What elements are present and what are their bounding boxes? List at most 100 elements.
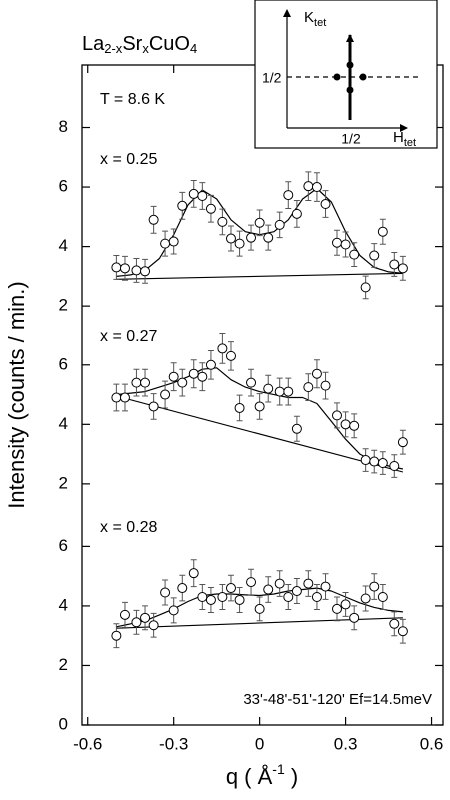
x-tick-label: -0.3 <box>159 734 188 753</box>
data-point <box>205 203 216 214</box>
data-point <box>389 618 400 629</box>
data-point <box>291 208 302 219</box>
data-point <box>397 437 408 448</box>
data-point <box>340 239 351 250</box>
x-axis-label: q ( Å-1 ) <box>226 761 298 789</box>
data-point <box>225 583 236 594</box>
data-point <box>331 237 342 248</box>
y-tick-label: 8 <box>59 117 68 136</box>
data-point <box>397 626 408 637</box>
inset-dot <box>333 73 341 81</box>
data-point <box>397 263 408 274</box>
data-point <box>311 591 322 602</box>
data-point <box>234 594 245 605</box>
data-point <box>168 605 179 616</box>
y-tick-label: 4 <box>59 236 68 255</box>
data-point <box>140 612 151 623</box>
inset-dot <box>346 61 354 69</box>
inset-frame <box>254 0 438 149</box>
data-point <box>217 343 228 354</box>
panel-label: x = 0.28 <box>100 519 157 536</box>
y-tick-label: 4 <box>59 595 68 614</box>
inset-dot <box>346 86 354 94</box>
data-point <box>303 382 314 393</box>
data-point <box>263 584 274 595</box>
inset-h-label: Htet <box>393 129 416 149</box>
data-point <box>177 377 188 388</box>
data-point <box>205 594 216 605</box>
data-point <box>283 386 294 397</box>
panel-label: x = 0.27 <box>100 328 157 345</box>
data-point <box>349 420 360 431</box>
data-point <box>274 386 285 397</box>
data-point <box>377 458 388 469</box>
data-point <box>360 282 371 293</box>
data-point <box>349 612 360 623</box>
data-point <box>291 586 302 597</box>
inset-k-label: Ktet <box>304 9 326 29</box>
data-point <box>283 190 294 201</box>
data-point <box>234 402 245 413</box>
data-point <box>246 577 257 588</box>
data-point <box>263 232 274 243</box>
data-point <box>140 377 151 388</box>
data-point <box>131 265 142 276</box>
data-point <box>197 591 208 602</box>
data-point <box>160 389 171 400</box>
data-point <box>340 419 351 430</box>
data-point <box>320 199 331 210</box>
data-point <box>111 630 122 641</box>
data-point <box>197 190 208 201</box>
data-point <box>331 603 342 614</box>
data-point <box>303 578 314 589</box>
data-point <box>320 581 331 592</box>
x-tick-label: 0.3 <box>334 734 358 753</box>
data-point <box>274 219 285 230</box>
data-point <box>291 423 302 434</box>
chart-title: La2-xSrxCuO4 <box>82 33 197 56</box>
y-tick-label: 2 <box>59 655 68 674</box>
temperature-annotation: T = 8.6 K <box>100 91 165 108</box>
data-point <box>168 371 179 382</box>
data-point <box>119 263 130 274</box>
data-point <box>225 350 236 361</box>
data-point <box>111 262 122 273</box>
inset-k-tick: 1/2 <box>262 70 282 86</box>
data-point <box>369 456 380 467</box>
data-point <box>246 377 257 388</box>
data-point <box>369 250 380 261</box>
data-point <box>205 359 216 370</box>
baseline <box>116 272 403 280</box>
data-point <box>188 188 199 199</box>
data-point <box>160 587 171 598</box>
inset: Ktet Htet 1/2 1/2 <box>254 0 438 149</box>
data-point <box>311 368 322 379</box>
data-point <box>188 568 199 579</box>
y-tick-label: 0 <box>59 714 68 733</box>
y-tick-label: 6 <box>59 536 68 555</box>
data-point <box>303 181 314 192</box>
data-point <box>234 238 245 249</box>
data-point <box>389 259 400 270</box>
fit-curve <box>116 367 404 470</box>
data-point <box>148 214 159 225</box>
y-tick-label: 6 <box>59 177 68 196</box>
data-point <box>377 591 388 602</box>
data-point <box>148 620 159 631</box>
data-point <box>254 603 265 614</box>
data-point <box>254 217 265 228</box>
data-point <box>140 266 151 277</box>
data-point <box>197 371 208 382</box>
panel-label: x = 0.25 <box>100 151 157 168</box>
y-tick-label: 6 <box>59 354 68 373</box>
fit-curve <box>116 587 403 628</box>
data-point <box>349 249 360 260</box>
data-point <box>263 383 274 394</box>
data-point <box>119 392 130 403</box>
data-point <box>131 377 142 388</box>
x-tick-label: 0 <box>255 734 264 753</box>
data-point <box>340 599 351 610</box>
data-point <box>246 232 257 243</box>
data-point <box>369 581 380 592</box>
data-point <box>274 578 285 589</box>
